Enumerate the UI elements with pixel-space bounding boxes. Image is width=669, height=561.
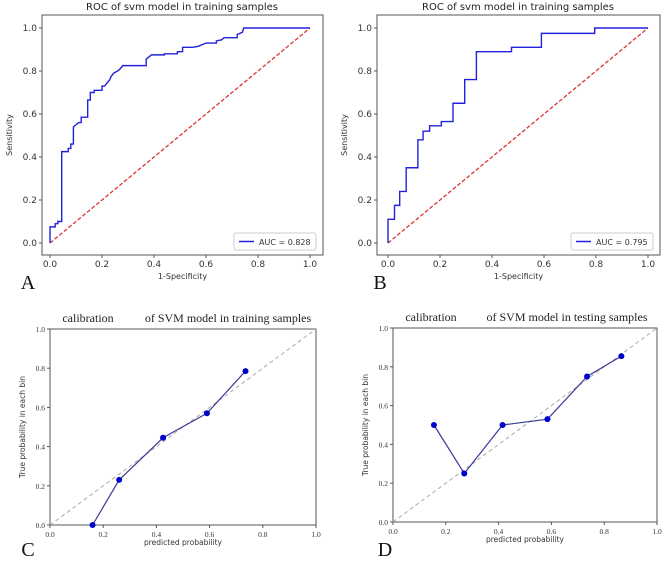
chart-panel-b: 0.0 0.2 0.4 0.6 0.8 1.0 0.0 0.2 0.4 0.6 0.8 1.0 1-Sp… [340, 2, 661, 294]
y-tick-label: 1.0 [36, 325, 46, 334]
x-tick-label: 0.4 [147, 260, 162, 270]
chart-title-left: calibration [405, 310, 456, 324]
plot-frame [376, 14, 661, 256]
y-axis-label: Sensitivity [340, 114, 349, 156]
x-tick-label: 0.2 [441, 527, 451, 536]
x-tick-label: 0.2 [95, 260, 109, 270]
calibration-point [242, 368, 249, 375]
calibration-point [461, 470, 468, 477]
y-tick-label: 0.6 [379, 402, 389, 411]
y-tick-label: 0.0 [379, 518, 389, 527]
x-tick-label: 0.0 [43, 260, 58, 270]
x-axis-label: predicted probability [486, 535, 565, 544]
calibration-point [584, 373, 591, 380]
y-tick-label: 0.8 [23, 67, 38, 77]
y-tick-label: 0.6 [23, 110, 38, 120]
y-tick-label: 0.0 [23, 239, 38, 249]
calibration-point [544, 416, 551, 423]
calibration-point [430, 422, 437, 428]
x-tick-label: 1.0 [652, 527, 662, 536]
calibration-point [203, 410, 210, 417]
plot-frame [392, 327, 658, 523]
x-tick-label: 1.0 [641, 260, 656, 270]
y-axis-label: True probability in each bin [361, 374, 370, 477]
x-tick-label: 1.0 [303, 260, 318, 270]
y-tick-label: 0.2 [23, 196, 37, 206]
x-axis-label: 1-Specificity [494, 272, 543, 281]
y-tick-label: 0.4 [23, 153, 38, 163]
calibration-point [618, 353, 625, 360]
y-tick-label: 1.0 [23, 24, 38, 34]
y-axis-label: Sensitivity [5, 114, 14, 156]
x-tick-label: 0.4 [485, 260, 500, 270]
calibration-point [89, 522, 96, 528]
y-tick-label: 0.4 [379, 440, 389, 449]
y-axis-label: True probability in each bin [18, 376, 27, 479]
x-axis-label: 1-Specificity [158, 272, 207, 281]
x-tick-label: 0.8 [251, 260, 266, 270]
y-tick-label: 0.8 [36, 364, 46, 373]
x-tick-label: 0.2 [433, 260, 447, 270]
x-tick-label: 0.4 [152, 530, 162, 539]
y-tick-label: 0.2 [358, 196, 372, 206]
x-tick-label: 0.6 [537, 260, 552, 270]
plot-frame [49, 328, 317, 526]
y-tick-label: 0.0 [36, 521, 46, 530]
x-tick-label: 0.6 [205, 530, 215, 539]
y-tick-label: 0.6 [36, 403, 46, 412]
panel-letter: D [378, 539, 392, 561]
chart-title: ROC of svm model in training samples [422, 2, 614, 13]
legend-label: AUC = 0.828 [259, 238, 311, 247]
y-tick-label: 0.8 [379, 363, 389, 372]
chart-panel-d: 0.0 0.2 0.4 0.6 0.8 1.0 0.0 0.2 0.4 0.6 0.8 1.0 pred… [361, 310, 662, 561]
reference-diagonal-line [49, 27, 311, 244]
perfect-calibration-line [49, 328, 317, 526]
perfect-calibration-line [392, 327, 658, 523]
calibration-point [499, 422, 506, 428]
x-tick-label: 0.2 [99, 530, 109, 539]
legend-box [570, 232, 654, 251]
chart-panel-c: 0.0 0.2 0.4 0.6 0.8 1.0 0.0 0.2 0.4 0.6 0.8 1.0 pred… [18, 311, 321, 561]
y-tick-label: 1.0 [358, 24, 373, 34]
chart-title-right: of SVM model in testing samples [487, 310, 648, 324]
y-tick-label: 0.8 [358, 67, 373, 77]
x-axis-label: predicted probability [144, 538, 223, 547]
calibration-point [160, 434, 167, 441]
x-tick-label: 0.8 [589, 260, 604, 270]
x-tick-label: 0.0 [388, 527, 398, 536]
y-tick-label: 0.2 [379, 479, 389, 488]
y-tick-label: 0.2 [36, 482, 46, 491]
legend-label: AUC = 0.795 [596, 238, 648, 247]
panel-letter: A [21, 272, 36, 294]
chart-title-right: of SVM model in training samples [145, 311, 312, 325]
y-tick-label: 1.0 [379, 324, 389, 333]
chart-title: ROC of svm model in training samples [86, 2, 278, 13]
x-tick-label: 1.0 [311, 530, 321, 539]
calibration-point [116, 476, 123, 483]
reference-diagonal-line [387, 27, 649, 244]
calibration-curve-line [92, 370, 246, 526]
x-tick-label: 0.0 [381, 260, 396, 270]
plot-frame [41, 14, 324, 256]
chart-panel-a: 0.0 0.2 0.4 0.6 0.8 1.0 0.0 0.2 0.4 0.6 0.8 1.0 1-Sp… [5, 2, 324, 294]
legend-box [233, 232, 317, 251]
x-tick-label: 0.6 [199, 260, 214, 270]
panel-letter: C [21, 539, 34, 561]
x-tick-label: 0.0 [45, 530, 55, 539]
roc-curve-line [49, 27, 310, 243]
y-tick-label: 0.4 [358, 153, 373, 163]
x-tick-label: 0.6 [547, 527, 557, 536]
y-tick-label: 0.4 [36, 443, 46, 452]
chart-title-left: calibration [62, 311, 113, 325]
calibration-curve-line [433, 355, 622, 475]
y-tick-label: 0.0 [358, 239, 373, 249]
panel-letter: B [373, 272, 386, 294]
roc-curve-line [387, 27, 648, 243]
x-tick-label: 0.8 [258, 530, 268, 539]
y-tick-label: 0.6 [358, 110, 373, 120]
x-tick-label: 0.8 [600, 527, 610, 536]
x-tick-label: 0.4 [494, 527, 504, 536]
